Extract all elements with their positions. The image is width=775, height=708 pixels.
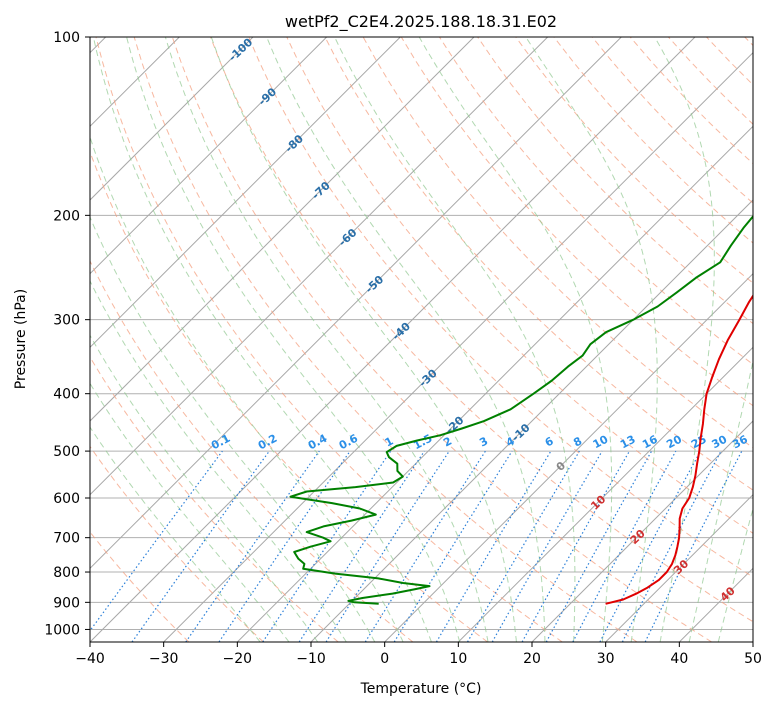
- dry-adiabats: [90, 37, 753, 642]
- mixing-ratio-line: [262, 450, 392, 642]
- y-tick-label: 100: [53, 30, 80, 46]
- mixing-ratio-label: 36: [730, 433, 750, 452]
- x-tick-label: 40: [670, 651, 688, 667]
- moist-adiabat: [164, 37, 489, 642]
- isotherm-line: [236, 125, 753, 642]
- isotherm-line: [90, 37, 401, 349]
- x-tick-label: 20: [523, 651, 541, 667]
- x-tick-label: 0: [380, 651, 389, 667]
- dry-adiabat: [90, 259, 414, 642]
- temperature-line: [605, 294, 753, 605]
- mixing-ratio-line: [218, 450, 351, 642]
- mixing-ratio-line: [521, 450, 631, 642]
- moist-adiabats: [90, 37, 753, 642]
- dry-adiabat: [248, 37, 753, 578]
- moist-adiabat: [688, 358, 753, 642]
- moist-adiabat: [418, 37, 613, 642]
- mixing-ratio-line: [545, 450, 653, 642]
- moist-adiabat: [334, 37, 576, 642]
- mixing-ratio-line: [90, 450, 223, 632]
- y-tick-label: 400: [53, 387, 80, 403]
- x-tick-label: −30: [149, 651, 179, 667]
- moist-adiabat: [126, 37, 461, 642]
- moist-adiabat: [654, 37, 715, 642]
- dry-adiabat: [90, 445, 264, 642]
- y-tick-label: 800: [53, 565, 80, 581]
- x-tick-label: 50: [744, 651, 762, 667]
- isotherm-line: [605, 493, 753, 642]
- y-tick-label: 1000: [44, 622, 80, 638]
- moist-adiabat: [210, 37, 517, 642]
- isotherm-line: [90, 37, 622, 570]
- x-tick-label: −40: [75, 651, 105, 667]
- isotherm-line: [384, 272, 753, 642]
- mixing-ratio-line: [298, 450, 425, 642]
- isotherm-gridlines: [90, 37, 753, 642]
- y-tick-label: 300: [53, 313, 80, 329]
- y-tick-label: 900: [53, 595, 80, 611]
- mixing-ratio-line: [644, 450, 743, 642]
- mixing-ratio-lines: [90, 450, 743, 642]
- plot-frame: [89, 36, 754, 643]
- isotherm-line: [531, 420, 753, 642]
- dry-adiabat: [95, 37, 563, 642]
- y-tick-label: 700: [53, 531, 80, 547]
- isotherm-line: [90, 37, 254, 201]
- moist-adiabat: [90, 135, 404, 642]
- mixing-ratio-line: [393, 450, 513, 642]
- dry-adiabat: [90, 356, 339, 642]
- y-tick-label: 600: [53, 491, 80, 507]
- isotherm-line: [90, 37, 696, 642]
- dry-adiabat: [324, 37, 753, 491]
- mixing-ratio-line: [185, 450, 320, 642]
- x-axis-label: Temperature (°C): [360, 681, 482, 697]
- dewpoint-line: [289, 214, 753, 605]
- chart-title: wetPf2_C2E4.2025.188.18.31.E02: [285, 12, 557, 32]
- x-axis-ticks: −40 −30 −20 −10 0 10 20 30 40 50: [75, 642, 762, 667]
- isotherm-line: [457, 346, 753, 642]
- mixing-ratio-label: 20: [664, 432, 684, 451]
- mixing-ratio-line: [572, 450, 677, 642]
- dry-adiabat: [171, 37, 712, 642]
- moist-adiabat: [90, 334, 319, 642]
- isotherm-line: [90, 37, 328, 275]
- y-axis-ticks: 100 200 300 400 500 600 700 800 900 1000: [44, 30, 90, 638]
- x-tick-label: −20: [223, 651, 253, 667]
- y-tick-label: 500: [53, 444, 80, 460]
- mixing-ratio-line: [131, 450, 270, 642]
- dry-adiabat: [210, 37, 753, 623]
- dry-adiabat: [515, 37, 753, 284]
- moist-adiabat: [717, 506, 753, 642]
- mixing-ratio-label: 30: [710, 433, 730, 452]
- moist-adiabat: [266, 37, 546, 642]
- isobar-gridlines: [90, 37, 753, 630]
- moist-adiabat: [92, 37, 432, 642]
- moist-adiabat: [90, 215, 376, 642]
- mixing-ratio-line: [325, 450, 450, 642]
- profile-lines: [289, 214, 753, 605]
- x-tick-label: 30: [597, 651, 615, 667]
- moist-adiabat: [90, 426, 261, 642]
- plot-area: 0.1 0.2 0.4 0.6 1 1.5 2 3 4 6 8 10 13 16 20 25 30 36-100-…: [90, 37, 753, 642]
- mixing-ratio-label: 16: [640, 433, 660, 452]
- x-tick-label: −10: [296, 651, 326, 667]
- isotherm-line: [90, 37, 475, 422]
- mixing-ratio-label: 10: [591, 432, 611, 451]
- isotherm-line: [90, 37, 549, 496]
- moist-adiabat: [525, 37, 658, 642]
- y-axis-label: Pressure (hPa): [13, 289, 29, 389]
- isotherm-line: [163, 51, 753, 642]
- mixing-ratio-label: 13: [618, 433, 638, 452]
- dry-adiabat: [286, 37, 753, 534]
- mixing-ratio-label: 25: [689, 433, 709, 452]
- x-tick-label: 10: [449, 651, 467, 667]
- moist-adiabat: [90, 382, 290, 642]
- y-tick-label: 200: [53, 208, 80, 224]
